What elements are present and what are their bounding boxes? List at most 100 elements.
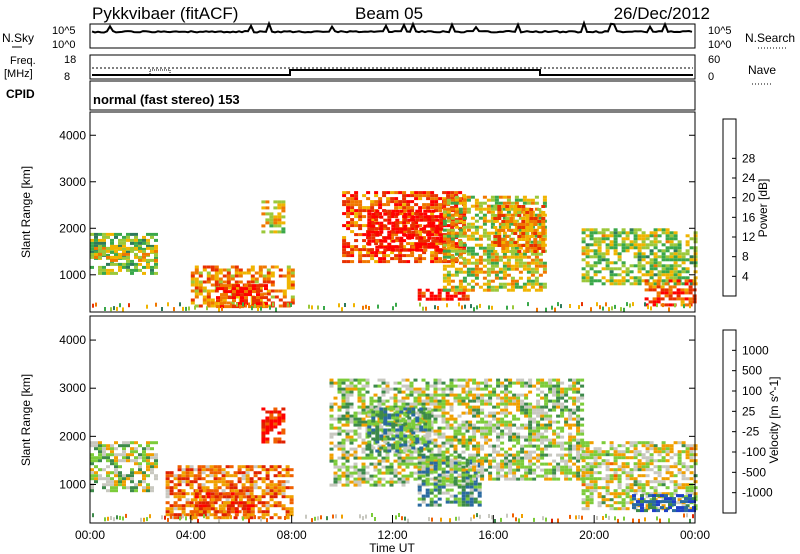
- heatmap-cell-power: [653, 264, 658, 268]
- heatmap-cell-power: [446, 194, 451, 198]
- heatmap-cell-power: [415, 224, 420, 228]
- heatmap-cell-power: [529, 223, 534, 226]
- heatmap-cell-velocity: [245, 471, 250, 475]
- heatmap-cell-velocity: [548, 414, 553, 418]
- heatmap-cell-power: [422, 206, 427, 210]
- heatmap-cell-velocity: [484, 453, 489, 457]
- heatmap-cell-power: [597, 258, 602, 262]
- heatmap-cell-power: [442, 210, 447, 214]
- heatmap-cell-velocity: [197, 486, 202, 490]
- heatmap-cell-velocity: [250, 507, 255, 511]
- heatmap-cell-velocity: [504, 432, 509, 436]
- heatmap-cell-velocity: [512, 423, 517, 427]
- heatmap-cell-power: [367, 248, 372, 252]
- heatmap-cell-velocity: [190, 513, 195, 517]
- heatmap-cell-velocity: [357, 390, 362, 394]
- heatmap-cell-power: [150, 258, 154, 262]
- heatmap-cell-velocity: [465, 479, 470, 483]
- heatmap-cell-power: [513, 211, 518, 214]
- heatmap-cell-power: [669, 264, 674, 268]
- heatmap-cell-power: [482, 258, 487, 262]
- heatmap-cell-power: [450, 227, 455, 231]
- heatmap-cell-power: [617, 282, 622, 286]
- heatmap-cell-power: [390, 215, 395, 219]
- heatmap-cell-power: [256, 296, 260, 300]
- heatmap-cell-velocity: [181, 480, 186, 484]
- heatmap-cell-velocity: [500, 411, 505, 415]
- heatmap-cell-velocity: [536, 432, 541, 436]
- heatmap-cell-velocity: [540, 453, 545, 457]
- freq-tick-low: 8: [64, 71, 70, 83]
- heatmap-cell-power: [238, 271, 243, 275]
- heatmap-cell-velocity: [413, 462, 418, 466]
- heatmap-cell-power: [493, 205, 498, 208]
- heatmap-cell-velocity: [572, 435, 577, 439]
- heatmap-cell-velocity: [181, 477, 186, 481]
- heatmap-cell-velocity: [461, 468, 466, 472]
- heatmap-cell-power: [371, 212, 376, 216]
- heatmap-cell-power: [98, 252, 102, 256]
- heatmap-cell-power: [581, 246, 586, 250]
- heatmap-cell-power: [286, 280, 291, 284]
- heatmap-cell-velocity: [520, 477, 525, 481]
- heatmap-cell-velocity: [540, 384, 545, 388]
- heatmap-cell-power: [466, 249, 471, 253]
- heatmap-cell-power: [154, 252, 158, 256]
- heatmap-cell-velocity: [134, 489, 138, 493]
- heatmap-cell-velocity: [377, 444, 382, 448]
- heatmap-cell-velocity: [453, 447, 458, 451]
- heatmap-cell-velocity: [476, 429, 481, 433]
- heatmap-cell-velocity: [397, 471, 402, 475]
- heatmap-cell-velocity: [544, 462, 549, 466]
- heatmap-cell-velocity: [524, 393, 529, 397]
- heatmap-cell-velocity: [222, 495, 227, 499]
- heatmap-cell-power: [367, 242, 372, 246]
- heatmap-cell-power: [374, 254, 379, 258]
- heatmap-cell-velocity: [277, 419, 282, 423]
- heatmap-cell-power: [693, 237, 698, 241]
- heatmap-cell-velocity: [528, 381, 533, 385]
- heatmap-cell-velocity: [581, 453, 586, 457]
- heatmap-cell-power: [442, 207, 447, 211]
- heatmap-cell-power: [134, 232, 138, 236]
- heatmap-cell-velocity: [433, 482, 438, 486]
- heatmap-cell-velocity: [373, 483, 378, 487]
- heatmap-cell-power: [446, 197, 451, 201]
- heatmap-cell-power: [403, 233, 408, 237]
- heatmap-cell-power: [387, 209, 392, 213]
- heatmap-cell-power: [437, 294, 442, 298]
- heatmap-cell-velocity: [437, 426, 442, 430]
- heatmap-cell-velocity: [457, 485, 462, 489]
- heatmap-cell-velocity: [441, 420, 446, 424]
- heatmap-cell-velocity: [528, 405, 533, 409]
- heatmap-cell-velocity: [472, 477, 477, 481]
- heatmap-cell-power: [593, 255, 598, 259]
- heatmap-cell-velocity: [225, 471, 230, 475]
- heatmap-cell-power: [398, 191, 403, 195]
- heatmap-cell-velocity: [544, 423, 549, 427]
- heatmap-cell-velocity: [469, 482, 474, 486]
- heatmap-cell-power: [410, 194, 415, 198]
- heatmap-cell-power: [387, 245, 392, 249]
- heatmap-cell-velocity: [496, 381, 501, 385]
- heatmap-cell-velocity: [261, 513, 266, 517]
- heatmap-cell-velocity: [361, 393, 366, 397]
- heatmap-cell-velocity: [349, 405, 354, 409]
- heatmap-cell-velocity: [548, 399, 553, 403]
- heatmap-cell-power: [517, 211, 522, 214]
- heatmap-cell-power: [490, 225, 495, 229]
- heatmap-cell-power: [431, 242, 436, 246]
- heatmap-cell-velocity: [560, 465, 565, 469]
- heatmap-cell-power: [258, 301, 263, 305]
- heatmap-cell-power: [593, 237, 598, 241]
- heatmap-cell-power: [122, 244, 126, 248]
- heatmap-cell-power: [236, 293, 240, 297]
- heatmap-cell-power: [673, 258, 678, 262]
- heatmap-cell-power: [395, 224, 400, 228]
- heatmap-cell-power: [387, 221, 392, 225]
- heatmap-cell-power: [685, 243, 690, 247]
- heatmap-cell-velocity: [524, 381, 529, 385]
- heatmap-cell-power: [637, 267, 642, 271]
- heatmap-cell-power: [110, 262, 114, 266]
- heatmap-cell-power: [462, 248, 467, 252]
